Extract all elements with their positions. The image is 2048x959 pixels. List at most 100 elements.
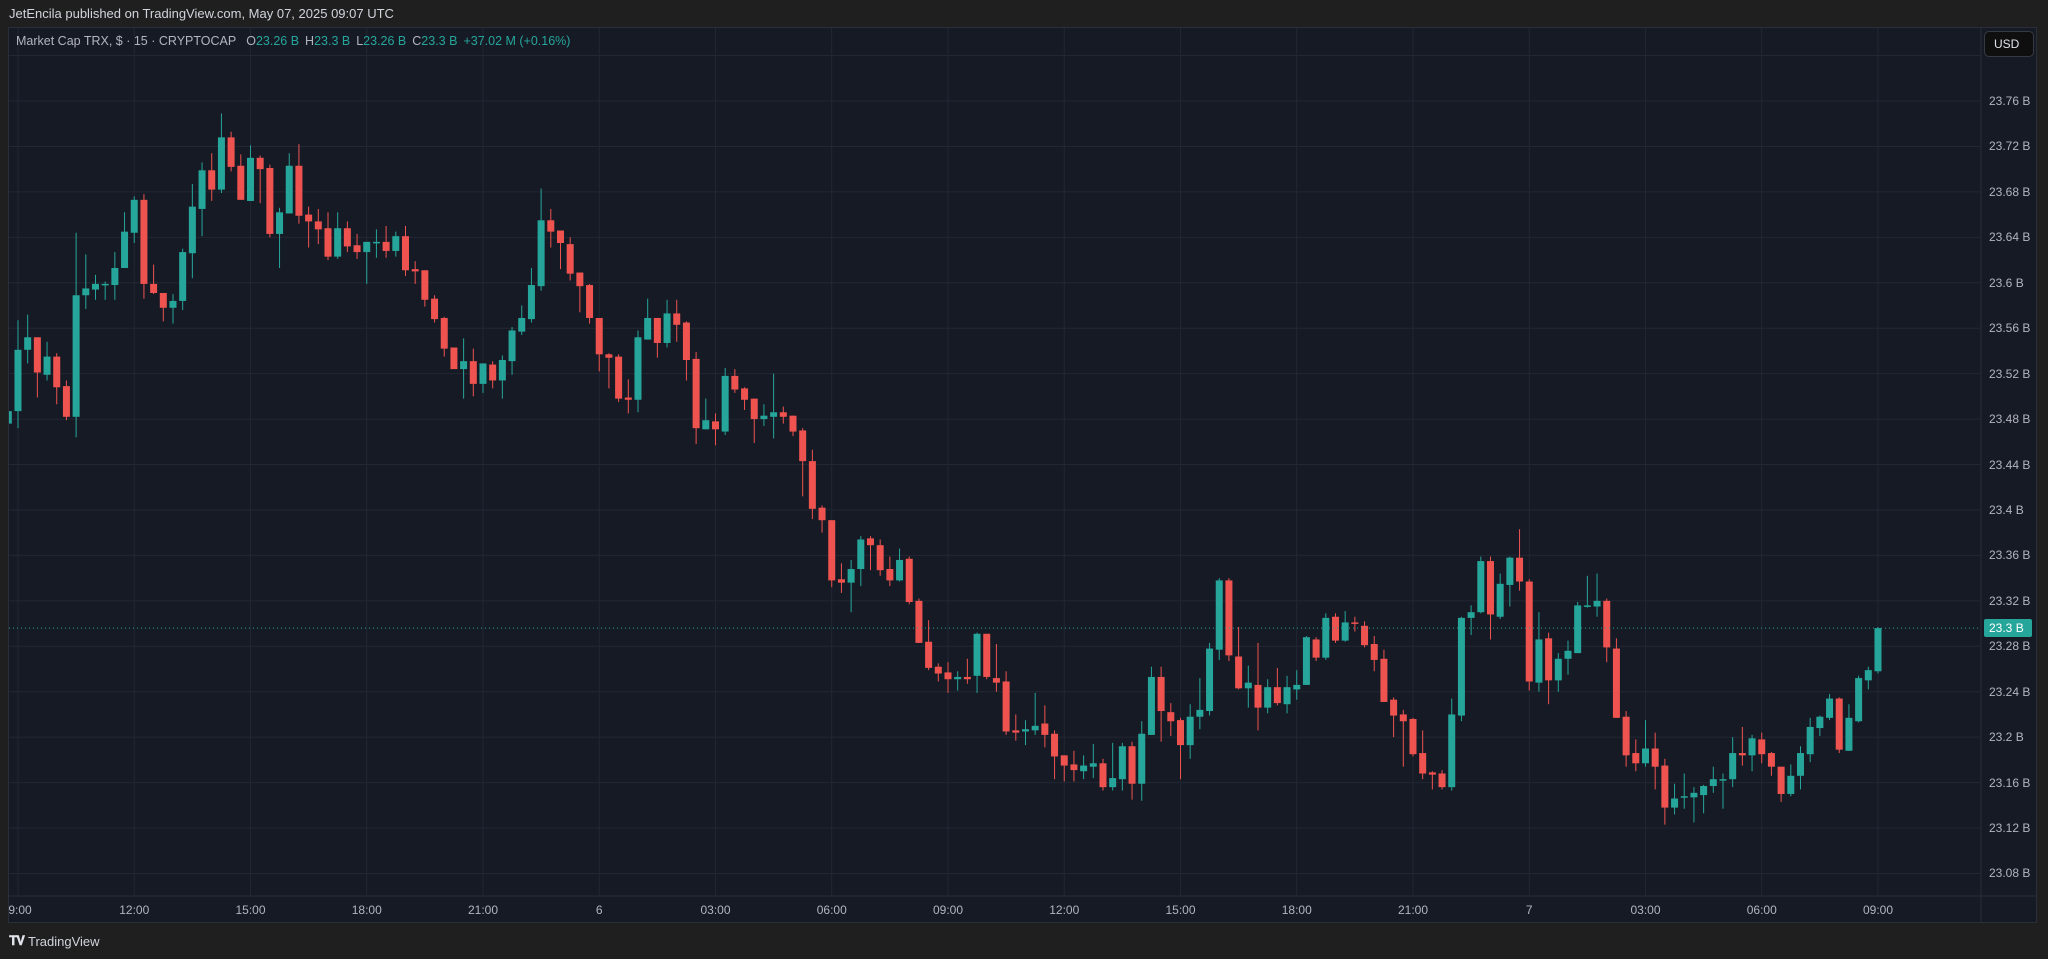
candle-body (401, 236, 409, 271)
candle-up (1855, 675, 1863, 723)
footer-brand[interactable]: 𝐓𝐕 TradingView (9, 933, 100, 949)
candle-body (653, 317, 661, 343)
candle-body (62, 386, 70, 417)
candle-up (130, 196, 138, 243)
candle-down (1012, 714, 1020, 741)
candle-down (711, 413, 719, 446)
time-tick-label: 06:00 (1746, 903, 1777, 917)
currency-button[interactable]: USD (1984, 31, 2034, 57)
candle-down (682, 321, 690, 381)
low-value: 23.26 B (363, 34, 407, 48)
candle-body (556, 230, 564, 243)
candle-up (1554, 653, 1562, 692)
current-price-label: 23.3 B (1984, 619, 2032, 638)
candle-body (450, 347, 458, 370)
price-tick-label: 23.36 B (1989, 548, 2031, 563)
candle-body (1312, 639, 1320, 658)
candle-up (663, 299, 671, 348)
candle-body (1690, 792, 1698, 798)
candle-up (372, 229, 380, 258)
candle-body (1448, 714, 1456, 788)
candle-body (1428, 772, 1436, 775)
candle-down (595, 317, 603, 372)
candle-down (1041, 705, 1049, 748)
candle-down (1312, 637, 1320, 662)
candle-down (62, 380, 70, 421)
candle-body (314, 221, 322, 230)
candle-body (1651, 748, 1659, 767)
candle-body (266, 168, 274, 234)
price-tick-label: 23.48 B (1989, 412, 2031, 427)
candle-down (731, 369, 739, 393)
candle-up (1147, 666, 1155, 735)
candle-up (1196, 678, 1204, 730)
candle-up (91, 274, 99, 300)
candle-up (644, 298, 652, 340)
candle-body (1516, 557, 1524, 582)
candle-body (741, 388, 749, 400)
candle-down (1399, 709, 1407, 767)
candle-body (673, 313, 681, 325)
symbol-title[interactable]: Market Cap TRX, $ · 15 · CRYPTOCAP (16, 34, 237, 48)
candle-up (1680, 773, 1688, 809)
candle-body (605, 354, 613, 358)
candle-up (1109, 742, 1117, 791)
candle-up (1283, 675, 1291, 714)
candle-body (1855, 678, 1863, 722)
candle-body (1147, 676, 1155, 735)
price-tick-label: 23.52 B (1989, 366, 2031, 381)
candle-body (479, 363, 487, 384)
candle-body (1767, 753, 1775, 767)
candle-body (208, 170, 216, 190)
candle-down (1235, 626, 1243, 690)
candle-body (1051, 733, 1059, 757)
candle-up (1826, 693, 1834, 721)
candle-body (227, 137, 235, 167)
price-tick-label: 23.44 B (1989, 457, 2031, 472)
candle-down (1060, 755, 1068, 782)
candle-down (808, 449, 816, 520)
candle-body (595, 317, 603, 355)
candle-down (1070, 750, 1078, 782)
candle-up (1264, 679, 1272, 714)
candle-up (634, 330, 642, 413)
candle-down (1051, 730, 1059, 780)
candle-down (566, 237, 574, 281)
price-tick-label: 23.64 B (1989, 230, 2031, 245)
chart-pane[interactable] (8, 27, 2037, 923)
candle-up (1244, 665, 1252, 708)
candle-up (43, 341, 51, 381)
candle-body (1622, 716, 1630, 756)
candle-up (770, 373, 778, 439)
price-tick-label: 23.2 B (1989, 730, 2024, 745)
candle-down (1516, 529, 1524, 591)
candle-up (973, 632, 981, 693)
candle-up (169, 294, 177, 324)
candle-down (1157, 666, 1165, 742)
candle-body (1816, 716, 1824, 729)
candle-body (1322, 617, 1330, 658)
candle-body (1419, 753, 1427, 774)
candle-down (837, 563, 845, 593)
price-tick-label: 23.12 B (1989, 821, 2031, 836)
candle-body (1506, 557, 1514, 585)
candle-body (1244, 682, 1252, 689)
candle-body (682, 322, 690, 361)
candle-body (1351, 622, 1359, 624)
candle-body (576, 272, 584, 287)
candle-down (489, 361, 497, 389)
candle-body (256, 157, 264, 170)
candle-body (1041, 723, 1049, 735)
candle-body (518, 317, 526, 332)
candle-up (1729, 737, 1737, 788)
candle-body (634, 337, 642, 400)
candle-body (159, 292, 167, 308)
candle-down (1738, 726, 1746, 766)
candle-body (896, 559, 904, 581)
candle-down (1128, 741, 1136, 800)
candle-down (799, 428, 807, 497)
candle-body (1109, 778, 1117, 788)
candle-down (576, 272, 584, 313)
candle-down (1622, 711, 1630, 767)
